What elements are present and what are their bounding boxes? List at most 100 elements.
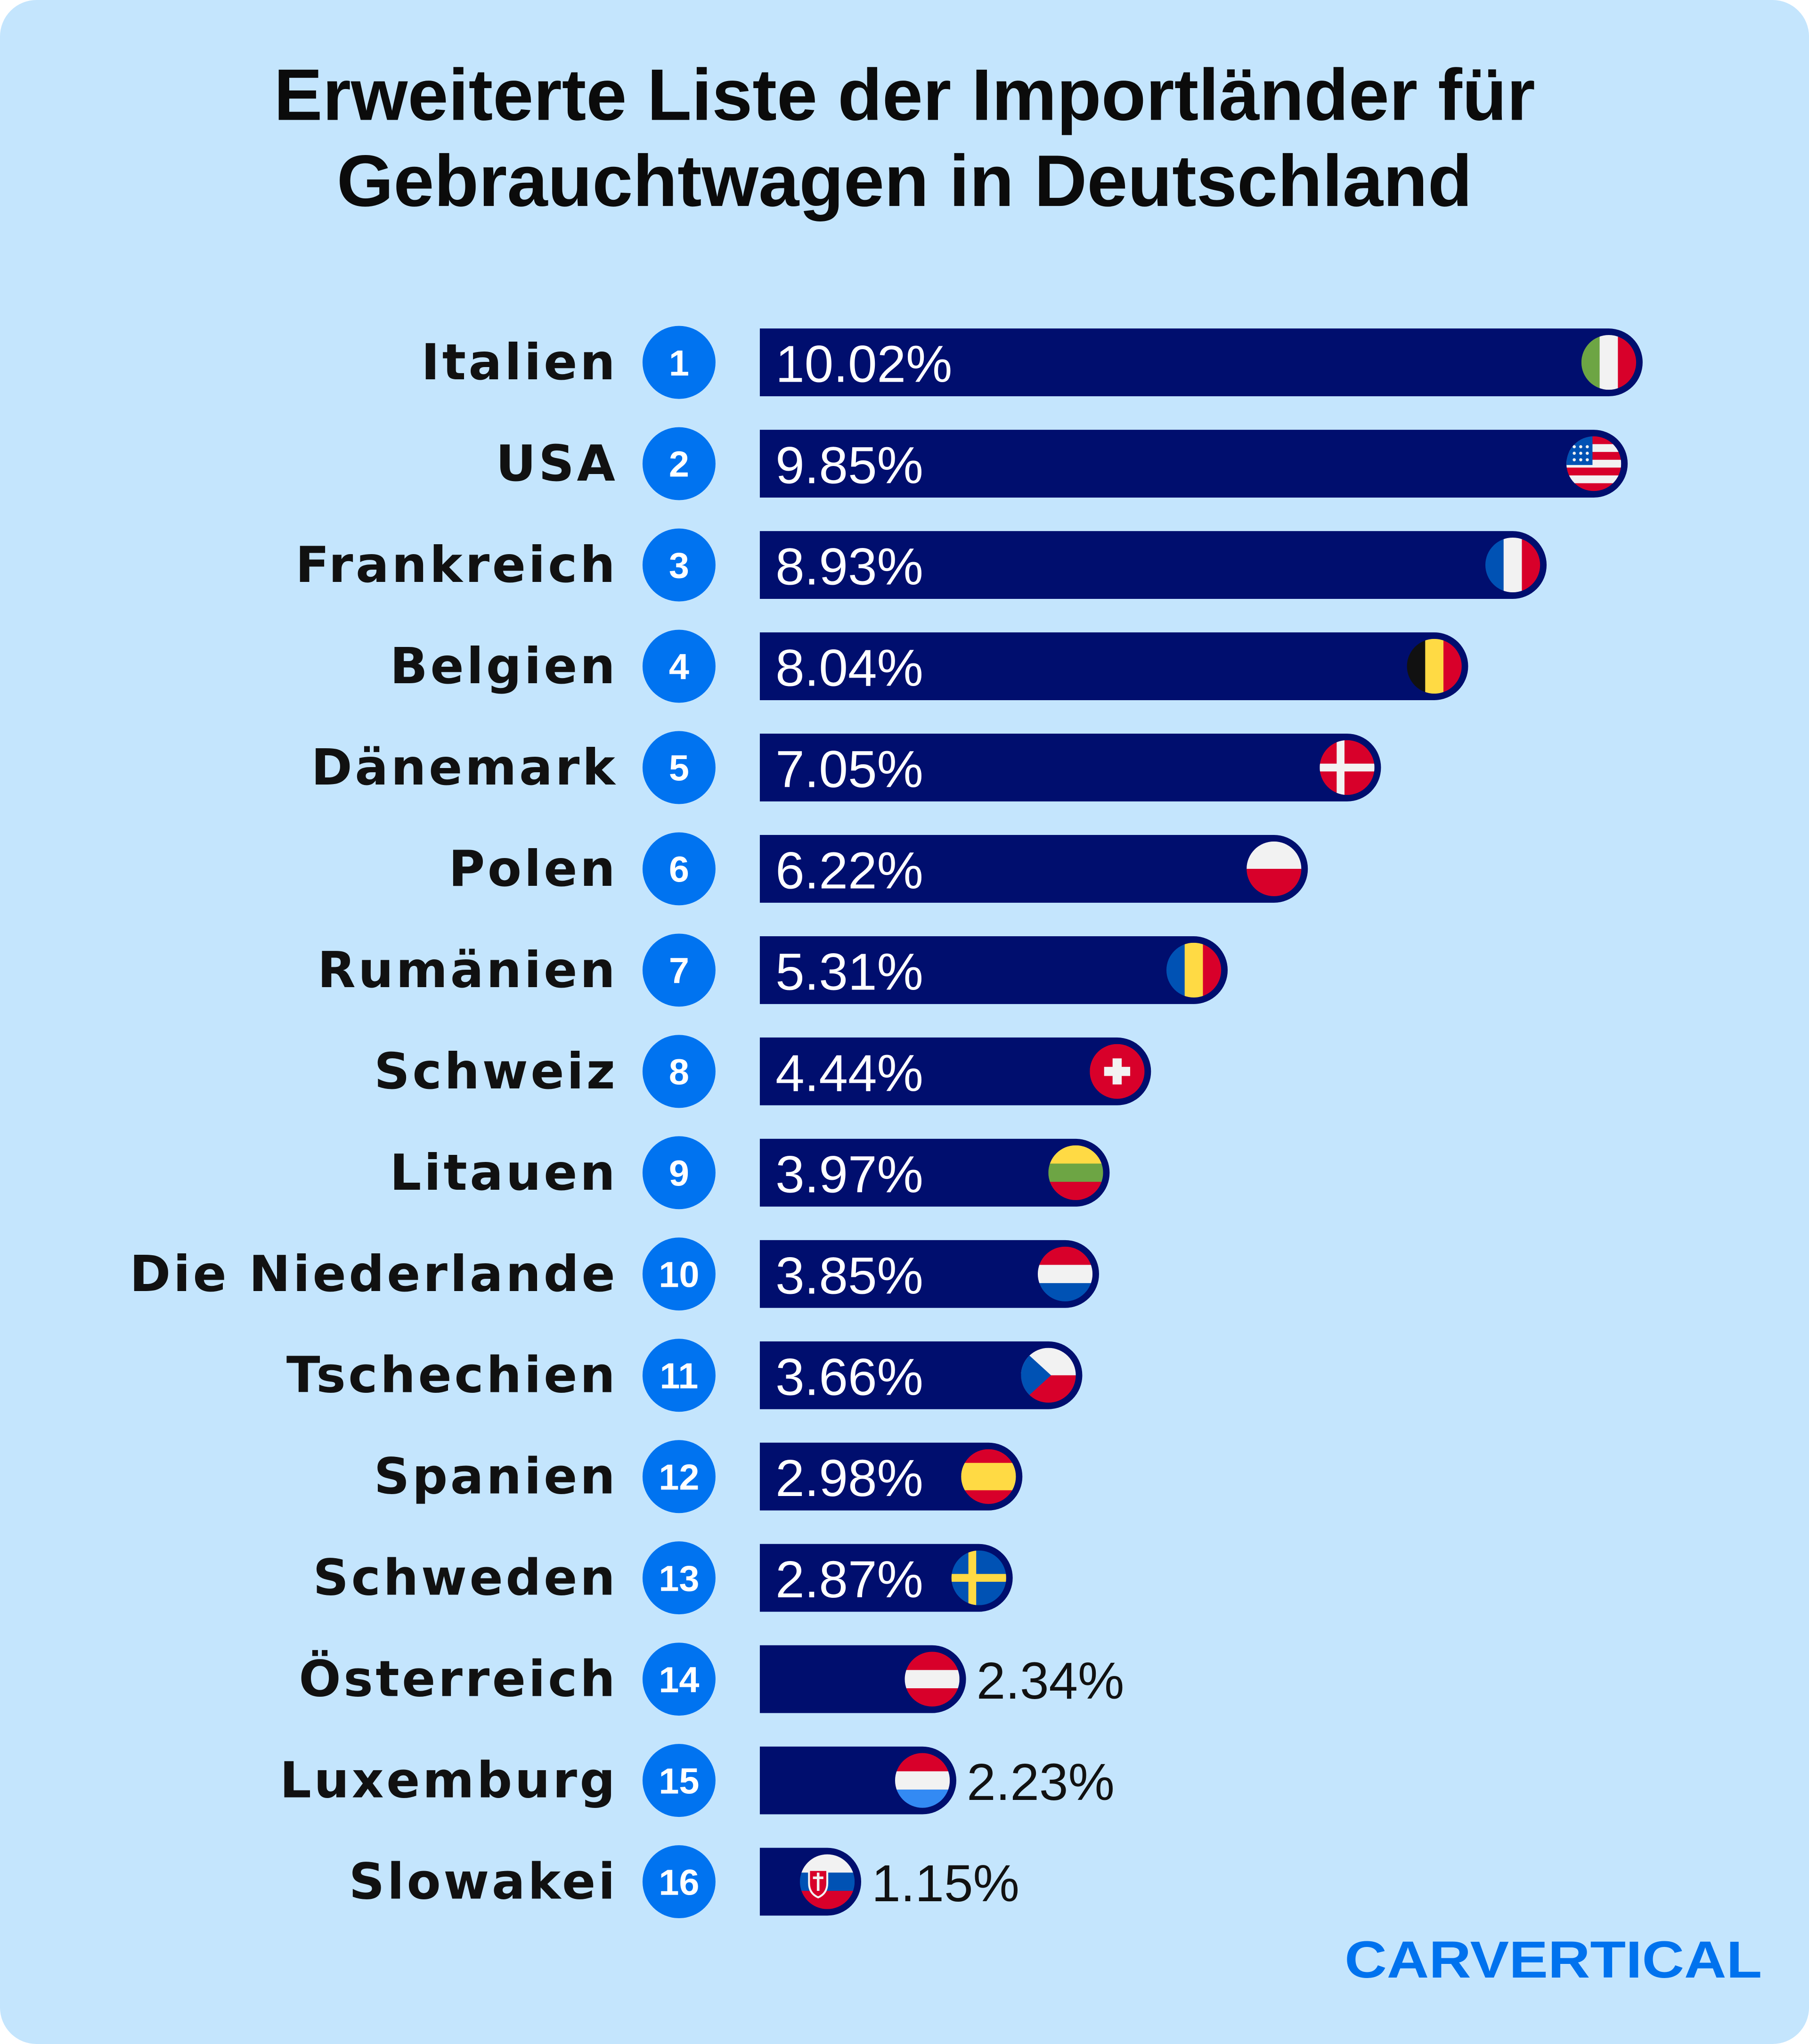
country-label: USA — [496, 434, 618, 492]
value-label: 3.97% — [775, 1145, 923, 1203]
country-label: Polen — [448, 840, 618, 898]
rank-badge — [642, 630, 716, 703]
rank-number: 13 — [659, 1558, 699, 1599]
bar-row: Österreich 14 2.34% — [299, 1643, 1124, 1716]
rank-number: 9 — [669, 1153, 689, 1194]
country-label: Dänemark — [311, 738, 618, 796]
value-label: 8.04% — [775, 639, 923, 697]
country-label: Slowakei — [349, 1853, 618, 1911]
value-label: 2.87% — [775, 1551, 923, 1609]
rank-badge — [642, 1845, 716, 1919]
netherlands-flag-icon — [1037, 1246, 1093, 1301]
value-label: 6.22% — [775, 842, 923, 899]
value-label: 2.23% — [967, 1753, 1115, 1811]
bar-row: Die Niederlande 10 3.85% — [130, 1237, 1099, 1311]
bar-row: Frankreich 3 8.93% — [295, 528, 1547, 602]
value-label: 2.34% — [977, 1652, 1125, 1710]
value-label: 3.66% — [775, 1348, 923, 1406]
country-label: Litauen — [390, 1144, 618, 1202]
value-label: 8.93% — [775, 538, 923, 596]
bar — [759, 1240, 1099, 1308]
title-line-2: Gebrauchtwagen in Deutschland — [336, 139, 1473, 222]
page-title: Erweiterte Liste der Importländer für Ge… — [0, 52, 1809, 224]
rank-badge — [642, 1440, 716, 1513]
bar-row: USA 2 9.85% — [496, 427, 1628, 500]
rank-badge — [642, 1339, 716, 1412]
value-label: 3.85% — [775, 1247, 923, 1305]
title-line-1: Erweiterte Liste der Importländer für — [274, 53, 1535, 136]
bar — [759, 1442, 1023, 1511]
rank-badge — [642, 832, 716, 906]
bar-row: Spanien 12 2.98% — [374, 1440, 1023, 1513]
rank-number: 15 — [659, 1761, 699, 1801]
country-label: Österreich — [299, 1650, 618, 1708]
rank-number: 2 — [669, 444, 689, 485]
bar — [759, 531, 1547, 599]
bar-row: Schweden 13 2.87% — [313, 1541, 1013, 1615]
rank-badge — [642, 326, 716, 399]
bar-row: Belgien 4 8.04% — [390, 630, 1468, 703]
value-label: 1.15% — [872, 1855, 1019, 1913]
rank-badge — [642, 1237, 716, 1311]
value-label: 7.05% — [775, 740, 923, 798]
rank-number: 4 — [669, 647, 689, 687]
bar-row: Tschechien 11 3.66% — [286, 1339, 1083, 1412]
rank-number: 8 — [669, 1052, 689, 1093]
rank-badge — [642, 1643, 716, 1716]
romania-flag-icon — [1166, 942, 1222, 998]
value-label: 10.02% — [775, 335, 952, 393]
rank-badge — [642, 933, 716, 1007]
country-label: Rumänien — [318, 941, 618, 999]
bar — [759, 936, 1228, 1004]
rank-number: 7 — [669, 951, 689, 991]
bar-row: Rumänien 7 5.31% — [318, 933, 1228, 1007]
rank-badge — [642, 731, 716, 804]
carvertical-logo: CARVERTICAL — [1345, 1932, 1762, 1989]
rank-badge — [642, 528, 716, 602]
value-label: 9.85% — [775, 437, 923, 495]
country-label: Belgien — [390, 637, 618, 695]
bar — [759, 734, 1381, 801]
rank-number: 6 — [669, 850, 689, 890]
rank-number: 10 — [659, 1254, 699, 1295]
bar — [759, 1138, 1110, 1207]
bar-row: Polen 6 6.22% — [448, 832, 1308, 906]
sweden-flag-icon — [951, 1550, 1006, 1605]
rank-badge — [642, 1541, 716, 1615]
country-label: Die Niederlande — [130, 1245, 618, 1303]
rank-number: 3 — [669, 546, 689, 586]
country-label: Spanien — [374, 1447, 618, 1505]
bar — [759, 430, 1628, 498]
rank-number: 1 — [669, 343, 689, 384]
country-label: Italien — [421, 333, 618, 391]
rank-number: 14 — [659, 1660, 699, 1700]
rank-badge — [642, 427, 716, 500]
rank-badge — [642, 1035, 716, 1108]
bar — [759, 328, 1643, 397]
bar-row: Dänemark 5 7.05% — [311, 731, 1381, 804]
rank-number: 16 — [659, 1862, 699, 1903]
bar-row: Italien 1 10.02% — [421, 326, 1643, 399]
bar — [759, 632, 1468, 700]
value-label: 5.31% — [775, 943, 923, 1001]
rank-number: 12 — [659, 1457, 699, 1497]
rank-number: 5 — [669, 748, 689, 789]
country-label: Schweiz — [374, 1042, 618, 1100]
bar-row: Slowakei 16 1.15% — [349, 1845, 1019, 1919]
bar-row: Schweiz 8 4.44% — [374, 1035, 1151, 1108]
bar-row: Litauen 9 3.97% — [390, 1136, 1110, 1210]
bar — [759, 1544, 1013, 1612]
country-label: Luxemburg — [280, 1751, 618, 1809]
usa-flag-icon — [1566, 436, 1622, 491]
value-label: 2.98% — [775, 1449, 923, 1507]
rank-badge — [642, 1744, 716, 1817]
bar — [759, 1341, 1083, 1409]
bar-row: Luxemburg 15 2.23% — [280, 1744, 1115, 1817]
rank-number: 11 — [660, 1356, 698, 1396]
country-label: Frankreich — [295, 536, 618, 594]
switzerland-flag-icon — [1090, 1044, 1145, 1099]
rank-badge — [642, 1136, 716, 1210]
denmark-flag-icon — [1320, 740, 1375, 795]
